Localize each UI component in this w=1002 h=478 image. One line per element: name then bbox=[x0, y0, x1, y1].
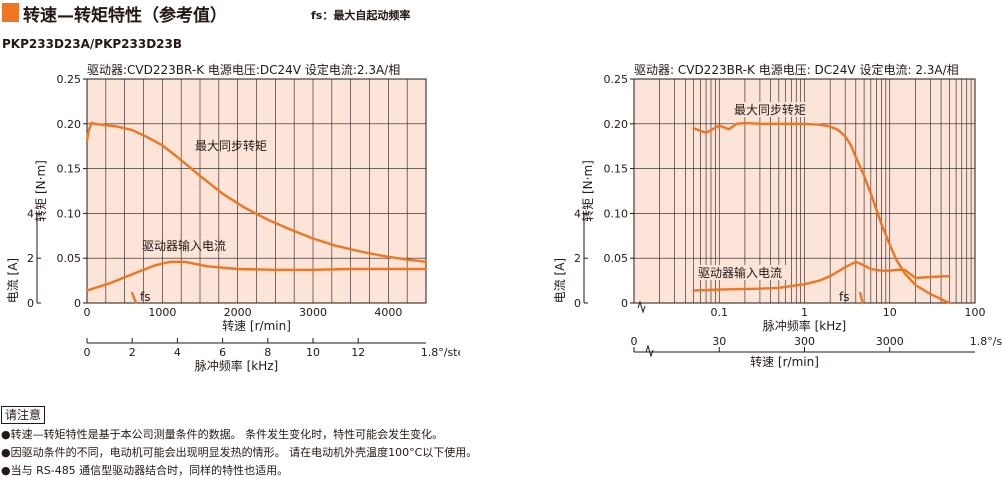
y2-tick-label: 0 bbox=[27, 297, 34, 310]
y-tick-label: 0 bbox=[621, 297, 628, 310]
y2-tick-label: 4 bbox=[27, 207, 34, 220]
chart-condition: 驱动器:CVD223BR-K 电源电压:DC24V 设定电流:2.3A/相 bbox=[87, 62, 400, 77]
x2-tick-label: 8 bbox=[264, 346, 271, 359]
y-tick-label: 0.05 bbox=[604, 252, 629, 265]
y-axis-label: 转矩 [N·m] bbox=[33, 160, 48, 222]
plot-frame bbox=[86, 78, 427, 304]
title-marker bbox=[2, 3, 19, 22]
x2-tick-label: 2 bbox=[129, 346, 136, 359]
chart-right: 0 0.05 0.10 0.15 0.20 0.25 0.1 1 10 100 脉冲频率 [kHz]… bbox=[553, 62, 1002, 369]
y-tick-label: 0 bbox=[74, 297, 81, 310]
series-label: 最大同步转矩 bbox=[195, 138, 267, 153]
y2-tick-label: 2 bbox=[27, 252, 34, 265]
y-tick-label: 0.10 bbox=[57, 207, 82, 220]
chart-left: 00.050.100.150.200.250 1000 2000 3000 4000转速… bbox=[6, 62, 460, 373]
x-tick-label: 100 bbox=[965, 306, 986, 319]
y-tick-label: 0.25 bbox=[604, 73, 629, 86]
series-line bbox=[692, 260, 951, 292]
y2-tick-label: 4 bbox=[574, 207, 581, 220]
y-tick-label: 0.20 bbox=[604, 118, 629, 131]
fs-note: fs：最大自起动频率 bbox=[311, 9, 411, 22]
x2-axis-label: 脉冲频率 [kHz] bbox=[195, 358, 278, 373]
notes-heading: 请注意 bbox=[1, 406, 46, 424]
x2-tick-label: 3000 bbox=[876, 335, 904, 348]
x2-tick-label: 0 bbox=[84, 346, 91, 359]
y-tick-label: 0.25 bbox=[57, 73, 82, 86]
note-item: ●因驱动条件的不同，电动机可能会出现明显发热的情形。 请在电动机外壳温度100°… bbox=[1, 446, 478, 459]
series-line bbox=[859, 291, 864, 305]
chart-condition: 驱动器: CVD223BR-K 电源电压: DC24V 设定电流: 2.3A/相 bbox=[634, 62, 959, 77]
series-line bbox=[85, 260, 428, 292]
x2-tick-label: 10 bbox=[306, 346, 320, 359]
x2-tick-label: 0 bbox=[631, 335, 638, 348]
series-line bbox=[692, 121, 951, 305]
y-tick-label: 0.05 bbox=[57, 252, 82, 265]
note-item: ●当与 RS-485 通信型驱动器结合时，同样的特性也适用。 bbox=[1, 464, 289, 477]
model-title: PKP233D23A/PKP233D23B bbox=[2, 37, 183, 51]
x-tick-label: 0.1 bbox=[711, 306, 729, 319]
plot-frame bbox=[633, 78, 976, 304]
y2-tick-label: 0 bbox=[574, 297, 581, 310]
x-tick-label: 4000 bbox=[374, 306, 402, 319]
series-label: 驱动器输入电流 bbox=[142, 238, 226, 253]
x-axis-label: 脉冲频率 [kHz] bbox=[763, 318, 846, 333]
step-label: 1.8°/step bbox=[970, 335, 1002, 348]
x2-tick-label: 12 bbox=[351, 346, 365, 359]
y2-axis-label: 电流 [A] bbox=[6, 258, 20, 303]
step-label: 1.8°/step bbox=[421, 346, 460, 359]
x2-tick-label: 6 bbox=[219, 346, 226, 359]
axis-break-icon bbox=[645, 344, 654, 358]
y-tick-label: 0.10 bbox=[604, 207, 629, 220]
x-tick-label: 10 bbox=[883, 306, 897, 319]
series-label: 驱动器输入电流 bbox=[698, 265, 782, 280]
x2-tick-label: 30 bbox=[712, 335, 726, 348]
note-item: ●转速—转矩特性是基于本公司测量条件的数据。 条件发生变化时，特性可能会发生变化… bbox=[1, 428, 444, 441]
x-tick-label: 0 bbox=[84, 306, 91, 319]
x2-tick-label: 4 bbox=[174, 346, 181, 359]
y-axis-label: 转矩 [N·m] bbox=[580, 160, 595, 222]
series-label-bg bbox=[732, 102, 811, 117]
series-label: 最大同步转矩 bbox=[734, 102, 806, 117]
series-label: fs bbox=[140, 290, 150, 304]
y2-axis-label: 电流 [A] bbox=[553, 258, 567, 303]
axis-break-icon bbox=[637, 300, 646, 314]
series-label-bg bbox=[696, 265, 788, 280]
x-tick-label: 1 bbox=[801, 306, 808, 319]
page-title: 转速—转矩特性（参考值） bbox=[23, 6, 227, 26]
series-label: fs bbox=[839, 290, 849, 304]
x-tick-label: 1000 bbox=[148, 306, 176, 319]
x-tick-label: 2000 bbox=[224, 306, 252, 319]
y-tick-label: 0.15 bbox=[57, 163, 82, 176]
x2-tick-label: 300 bbox=[794, 335, 815, 348]
series-line bbox=[131, 291, 138, 305]
y-tick-label: 0.15 bbox=[604, 163, 629, 176]
y2-tick-label: 2 bbox=[574, 252, 581, 265]
y-tick-label: 0.20 bbox=[57, 118, 82, 131]
series-line bbox=[85, 121, 428, 263]
x2-axis-label: 转速 [r/min] bbox=[750, 354, 819, 369]
x-axis-label: 转速 [r/min] bbox=[222, 318, 291, 333]
x-tick-label: 3000 bbox=[299, 306, 327, 319]
